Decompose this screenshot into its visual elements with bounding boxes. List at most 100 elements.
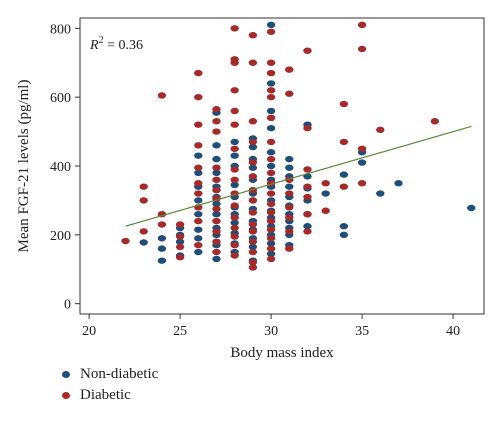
data-point-diabetic — [175, 243, 185, 251]
y-axis-label: Mean FGF-21 levels (pg/ml) — [16, 80, 32, 253]
data-point-non-diabetic — [212, 210, 221, 218]
data-point-diabetic — [285, 90, 294, 97]
data-point-non-diabetic — [376, 190, 385, 197]
data-point-diabetic — [157, 221, 167, 228]
data-point-diabetic — [212, 217, 221, 225]
data-point-diabetic — [339, 100, 349, 108]
data-point-diabetic — [266, 169, 276, 177]
data-point-non-diabetic — [339, 231, 349, 239]
x-axis: 20 25 30 35 40 — [82, 314, 460, 339]
data-point-diabetic — [194, 180, 203, 187]
data-point-non-diabetic — [285, 164, 294, 171]
data-point-diabetic — [212, 238, 221, 245]
data-point-non-diabetic — [212, 169, 221, 177]
legend-marker-non-diabetic — [62, 371, 70, 378]
data-point-non-diabetic — [266, 240, 276, 247]
data-point-diabetic — [303, 183, 312, 190]
data-point-diabetic — [230, 202, 239, 209]
x-tick-label: 35 — [355, 324, 369, 339]
legend-item-diabetic: Diabetic — [62, 385, 158, 406]
data-point-diabetic — [212, 128, 221, 135]
data-point-diabetic — [266, 245, 276, 252]
data-point-diabetic — [194, 121, 203, 128]
data-point-non-diabetic — [194, 152, 203, 159]
data-point-non-diabetic — [230, 152, 239, 159]
legend-label-diabetic: Diabetic — [80, 387, 131, 403]
plot-frame — [79, 17, 485, 315]
data-point-non-diabetic — [339, 171, 349, 178]
data-point-non-diabetic — [230, 219, 239, 226]
data-point-diabetic — [230, 166, 239, 173]
x-tick-label: 30 — [264, 324, 278, 339]
data-point-diabetic — [248, 197, 258, 204]
data-point-diabetic — [266, 217, 276, 225]
data-point-diabetic — [266, 226, 276, 233]
data-point-diabetic — [303, 124, 312, 132]
data-point-diabetic — [230, 241, 239, 249]
data-point-non-diabetic — [266, 149, 276, 156]
data-point-diabetic — [230, 214, 239, 221]
legend: Non-diabetic Diabetic — [62, 364, 158, 406]
x-tick-label: 25 — [173, 324, 187, 339]
data-point-diabetic — [339, 183, 349, 190]
data-point-diabetic — [266, 59, 276, 66]
data-point-non-diabetic — [212, 142, 221, 149]
data-point-diabetic — [194, 93, 203, 101]
data-point-non-diabetic — [212, 255, 221, 263]
data-point-diabetic — [248, 118, 258, 125]
data-point-diabetic — [230, 252, 239, 259]
y-axis: 0 200 400 600 800 — [50, 22, 80, 313]
data-point-diabetic — [285, 214, 294, 221]
data-point-diabetic — [212, 205, 221, 213]
legend-item-non-diabetic: Non-diabetic — [62, 364, 158, 385]
data-point-non-diabetic — [230, 138, 239, 146]
data-point-diabetic — [212, 118, 221, 125]
data-point-diabetic — [266, 200, 276, 208]
data-point-diabetic — [212, 228, 221, 235]
data-point-diabetic — [285, 190, 294, 197]
data-point-diabetic — [266, 114, 276, 122]
data-point-diabetic — [230, 224, 239, 232]
data-point-diabetic — [266, 209, 276, 216]
data-point-diabetic — [285, 245, 294, 252]
data-point-non-diabetic — [212, 200, 221, 208]
data-point-diabetic — [248, 264, 258, 271]
r-squared-annotation: R2 = 0.36 — [89, 35, 143, 53]
data-point-non-diabetic — [266, 250, 276, 257]
data-point-diabetic — [285, 228, 294, 235]
data-point-diabetic — [303, 210, 312, 218]
data-point-non-diabetic — [248, 143, 258, 151]
data-point-diabetic — [285, 204, 294, 211]
data-point-non-diabetic — [194, 226, 203, 233]
data-point-diabetic — [230, 121, 239, 128]
data-point-non-diabetic — [139, 239, 148, 246]
data-point-non-diabetic — [266, 80, 276, 87]
data-point-diabetic — [248, 173, 258, 180]
data-point-diabetic — [139, 183, 148, 190]
x-tick-label: 40 — [446, 324, 460, 339]
legend-label-non-diabetic: Non-diabetic — [80, 366, 159, 382]
data-point-diabetic — [194, 241, 203, 249]
data-point-diabetic — [230, 176, 239, 183]
data-point-diabetic — [266, 28, 276, 35]
data-point-diabetic — [266, 190, 276, 197]
data-point-non-diabetic — [157, 245, 167, 252]
data-point-diabetic — [194, 164, 203, 171]
data-point-non-diabetic — [248, 164, 258, 171]
data-point-non-diabetic — [266, 124, 276, 132]
data-point-diabetic — [230, 56, 239, 63]
data-point-diabetic — [430, 118, 440, 125]
data-point-diabetic — [212, 186, 221, 194]
data-point-non-diabetic — [357, 159, 367, 166]
data-point-diabetic — [248, 209, 258, 216]
data-point-non-diabetic — [339, 223, 349, 230]
data-point-non-diabetic — [248, 243, 258, 251]
data-point-non-diabetic — [194, 248, 203, 256]
data-point-diabetic — [248, 59, 258, 66]
data-point-non-diabetic — [285, 183, 294, 190]
data-point-diabetic — [230, 233, 239, 240]
y-tick-label: 600 — [50, 91, 71, 106]
data-point-non-diabetic — [321, 190, 330, 197]
legend-marker-diabetic — [62, 392, 70, 399]
